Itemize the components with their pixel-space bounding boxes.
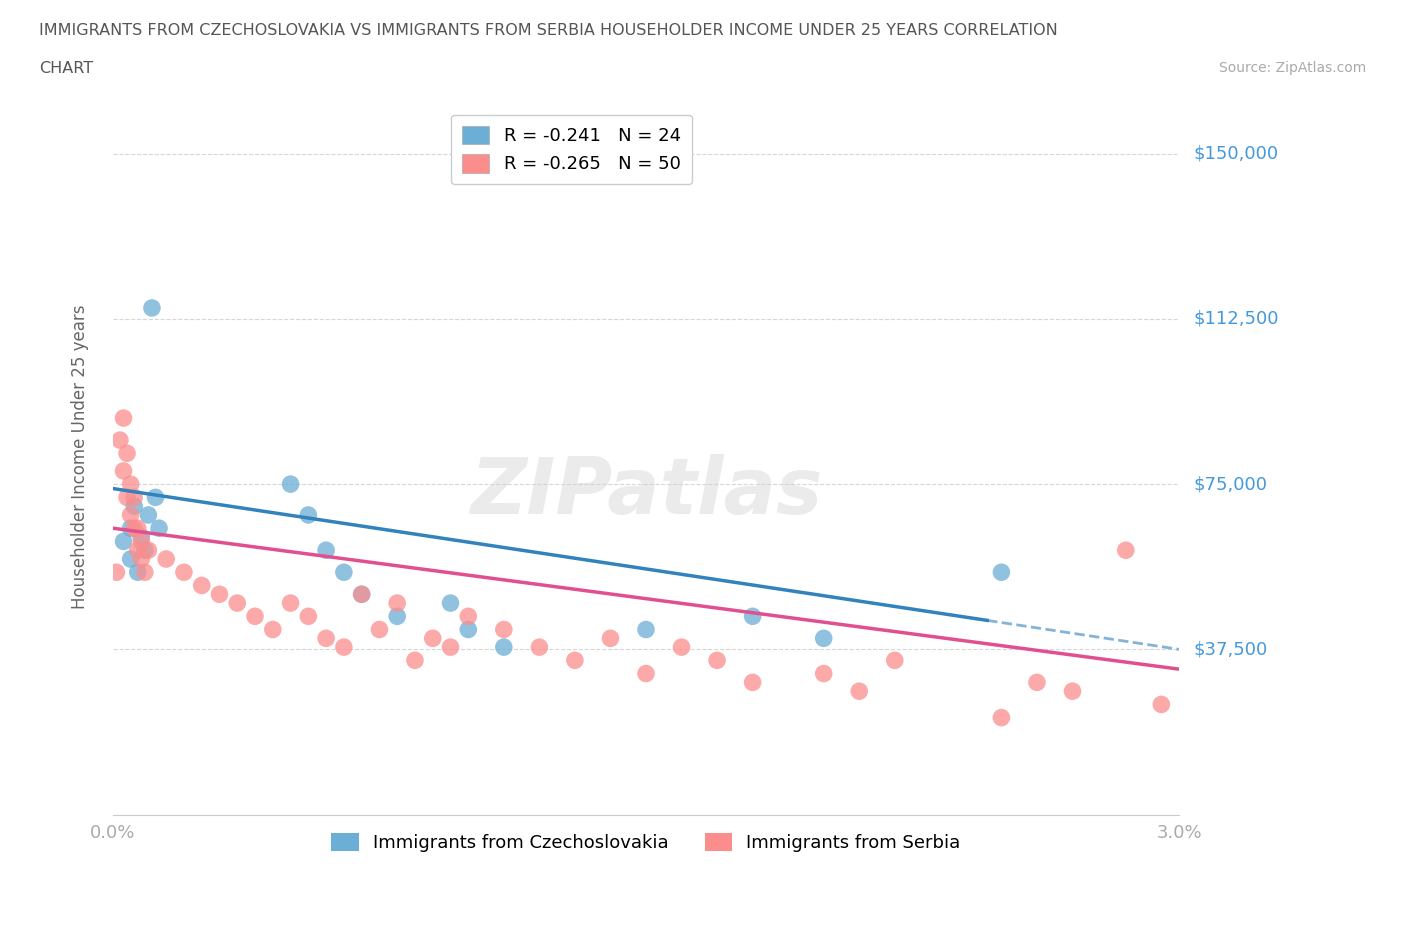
Point: [883, 653, 905, 668]
Point: [122, 521, 145, 536]
Point: [141, 300, 163, 315]
Point: [297, 609, 319, 624]
Point: [138, 508, 160, 523]
Point: [127, 521, 149, 536]
Point: [1062, 684, 1084, 698]
Point: [129, 551, 152, 566]
Point: [457, 609, 479, 624]
Point: [439, 640, 461, 655]
Point: [122, 490, 145, 505]
Point: [115, 445, 138, 460]
Point: [634, 666, 657, 681]
Point: [848, 684, 870, 698]
Point: [145, 490, 167, 505]
Point: [599, 631, 621, 645]
Point: [529, 640, 551, 655]
Point: [134, 565, 156, 579]
Point: [262, 622, 284, 637]
Point: [115, 490, 138, 505]
Point: [120, 508, 142, 523]
Point: [138, 543, 160, 558]
Point: [564, 653, 586, 668]
Text: ZIPatlas: ZIPatlas: [470, 455, 823, 530]
Point: [226, 595, 249, 610]
Point: [148, 521, 170, 536]
Text: $112,500: $112,500: [1194, 310, 1278, 328]
Point: [134, 543, 156, 558]
Point: [1026, 675, 1049, 690]
Point: [173, 565, 195, 579]
Point: [243, 609, 266, 624]
Point: [422, 631, 444, 645]
Point: [120, 521, 142, 536]
Point: [105, 565, 128, 579]
Point: [404, 653, 426, 668]
Point: [315, 631, 337, 645]
Text: $150,000: $150,000: [1194, 145, 1278, 163]
Point: [108, 432, 131, 447]
Point: [112, 534, 135, 549]
Point: [190, 578, 212, 593]
Point: [385, 609, 408, 624]
Point: [127, 543, 149, 558]
Point: [155, 551, 177, 566]
Point: [333, 565, 356, 579]
Text: IMMIGRANTS FROM CZECHOSLOVAKIA VS IMMIGRANTS FROM SERBIA HOUSEHOLDER INCOME UNDE: IMMIGRANTS FROM CZECHOSLOVAKIA VS IMMIGR…: [39, 23, 1059, 38]
Point: [127, 565, 149, 579]
Point: [990, 565, 1012, 579]
Point: [333, 640, 356, 655]
Point: [112, 411, 135, 426]
Text: Source: ZipAtlas.com: Source: ZipAtlas.com: [1219, 61, 1367, 75]
Text: $75,000: $75,000: [1194, 475, 1267, 493]
Point: [671, 640, 693, 655]
Point: [634, 622, 657, 637]
Point: [741, 675, 763, 690]
Point: [1150, 697, 1173, 711]
Point: [122, 498, 145, 513]
Text: $37,500: $37,500: [1194, 641, 1267, 658]
Point: [492, 622, 515, 637]
Point: [350, 587, 373, 602]
Legend: Immigrants from Czechoslovakia, Immigrants from Serbia: Immigrants from Czechoslovakia, Immigran…: [325, 826, 967, 859]
Point: [129, 534, 152, 549]
Point: [439, 595, 461, 610]
Text: CHART: CHART: [39, 61, 93, 76]
Point: [1115, 543, 1137, 558]
Point: [990, 711, 1012, 725]
Point: [112, 463, 135, 478]
Point: [492, 640, 515, 655]
Point: [120, 477, 142, 492]
Point: [385, 595, 408, 610]
Point: [813, 666, 835, 681]
Point: [457, 622, 479, 637]
Point: [120, 551, 142, 566]
Point: [368, 622, 391, 637]
Point: [208, 587, 231, 602]
Point: [280, 595, 302, 610]
Y-axis label: Householder Income Under 25 years: Householder Income Under 25 years: [72, 304, 89, 609]
Point: [315, 543, 337, 558]
Point: [297, 508, 319, 523]
Point: [813, 631, 835, 645]
Point: [706, 653, 728, 668]
Point: [129, 529, 152, 544]
Point: [741, 609, 763, 624]
Point: [280, 477, 302, 492]
Point: [350, 587, 373, 602]
